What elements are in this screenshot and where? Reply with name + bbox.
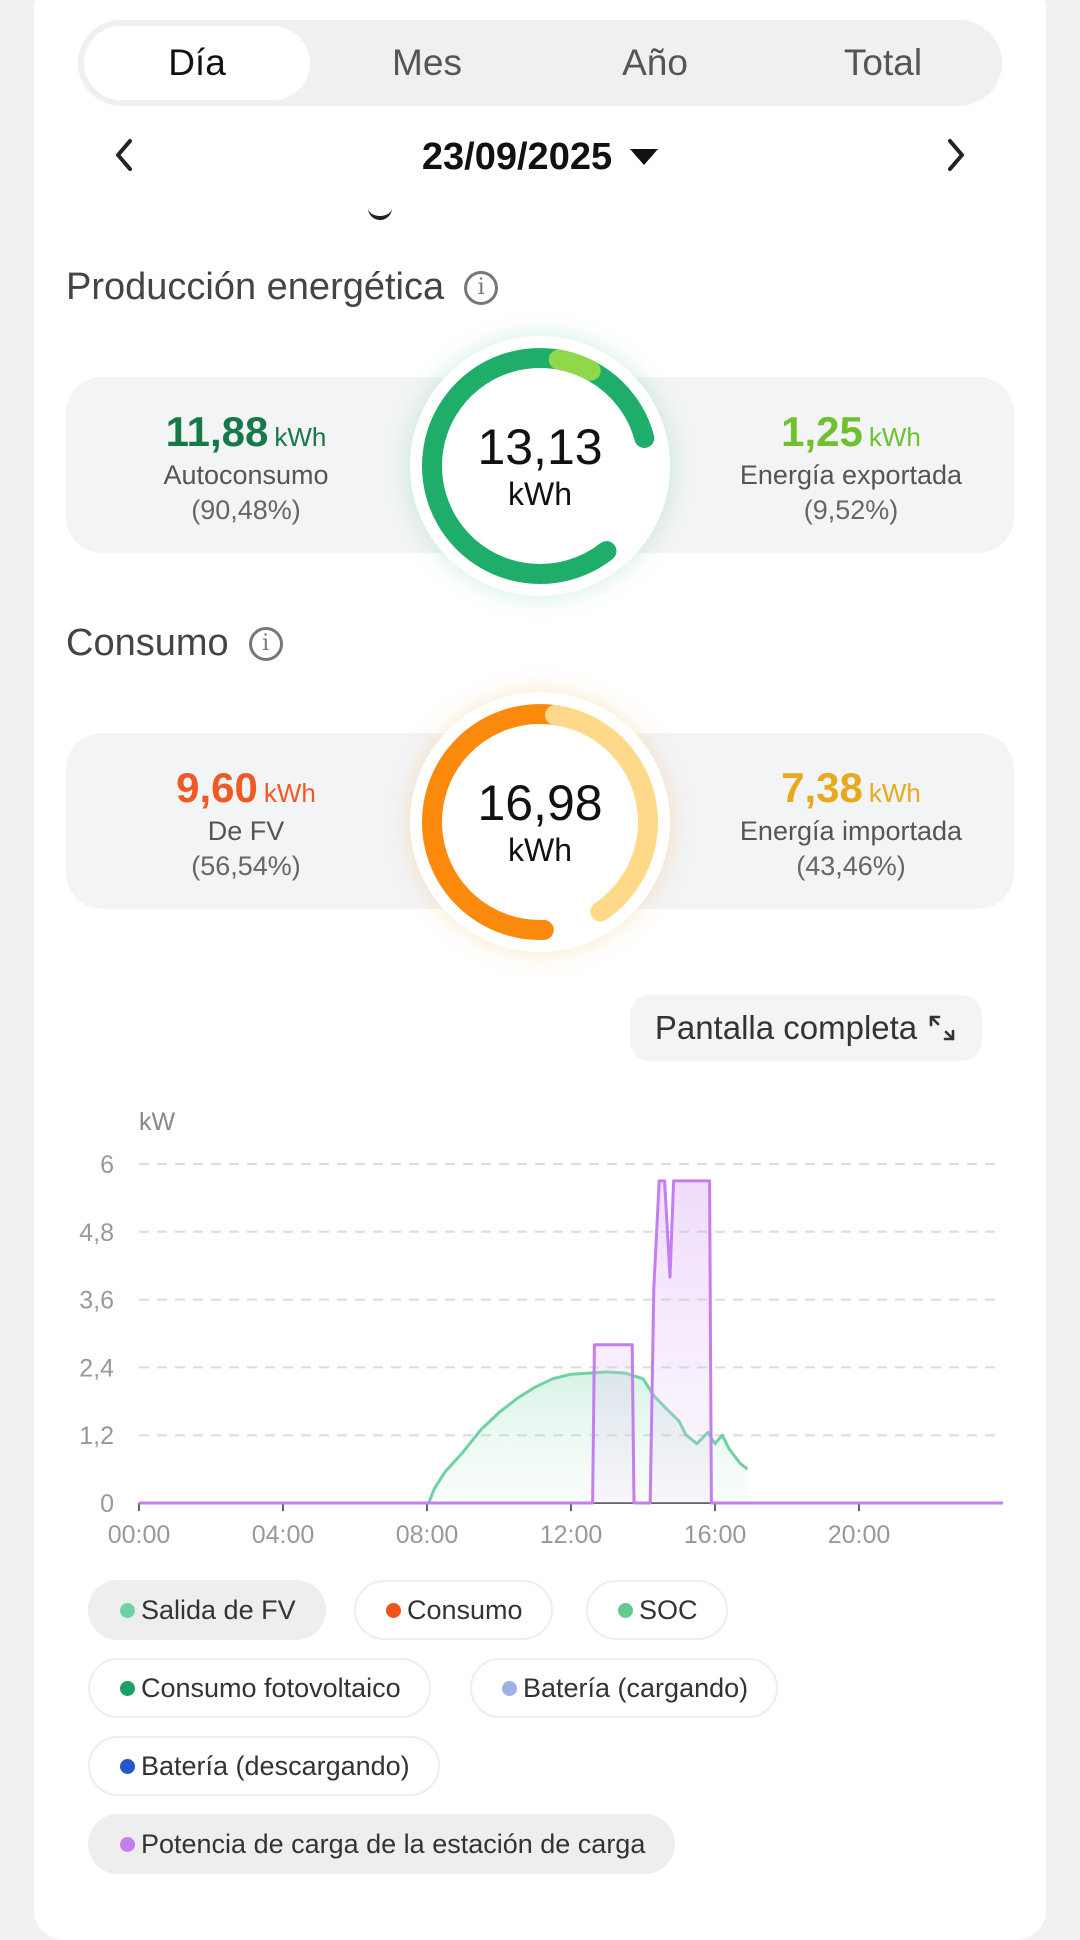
y-tick-label: 2,4 <box>79 1354 114 1382</box>
self-consumption-label: Autoconsumo <box>163 460 329 491</box>
fullscreen-label: Pantalla completa <box>654 1009 918 1046</box>
x-tick-label: 20:00 <box>828 1521 891 1549</box>
tab-month[interactable]: Mes <box>392 42 462 83</box>
battery-discharging-dot-icon <box>120 1758 135 1774</box>
x-tick-label: 12:00 <box>540 1521 603 1549</box>
legend-pv-consumption[interactable]: Consumo fotovoltaico <box>88 1658 431 1718</box>
imported-energy-value: 7,38 <box>781 764 863 811</box>
scrolled-text-fragment <box>368 206 392 220</box>
self-consumption-arc <box>422 348 658 584</box>
production-total: 13,13 kWh <box>410 336 670 596</box>
legend-soc[interactable]: SOC <box>586 1580 728 1640</box>
info-icon[interactable]: i <box>248 626 283 661</box>
pv-consumption-dot-icon <box>120 1680 135 1696</box>
consumption-total-unit: kWh <box>508 832 572 869</box>
legend-pv-output[interactable]: Salida de FV <box>88 1580 326 1640</box>
legend-charging-station-power[interactable]: Potencia de carga de la estación de carg… <box>88 1814 676 1874</box>
consumption-title: Consumo <box>66 622 229 664</box>
imported-energy-stat: 7,38 kWh Energía importada (43,46%) <box>671 763 1031 882</box>
next-date-button[interactable] <box>930 130 980 180</box>
legend-label: Batería (cargando) <box>523 1672 749 1703</box>
exported-energy-unit: kWh <box>868 422 921 452</box>
pv-consumption-label: De FV <box>207 816 285 847</box>
imported-energy-percent: (43,46%) <box>796 850 906 881</box>
exported-energy-value: 1,25 <box>781 408 863 455</box>
production-ring: 13,13 kWh <box>410 336 670 596</box>
pv-consumption-percent: (56,54%) <box>191 850 301 881</box>
power-chart[interactable]: kW 0 1,2 2,4 3,6 4,8 6 00:00 04:00 08:00 12:00 16:0… <box>0 1090 1080 1570</box>
pv-consumption-stat: 9,60 kWh De FV (56,54%) <box>66 763 426 882</box>
y-tick-label: 4,8 <box>79 1219 114 1247</box>
consumption-total: 16,98 kWh <box>410 692 670 952</box>
production-title: Producción energética <box>66 266 445 308</box>
consumption-dot-icon <box>386 1602 401 1618</box>
tab-year[interactable]: Año <box>622 42 688 83</box>
charging-station-power-line <box>139 1179 1003 1505</box>
legend-label: Batería (descargando) <box>141 1750 410 1781</box>
previous-date-button[interactable] <box>100 130 150 180</box>
legend-label: SOC <box>639 1594 698 1625</box>
imported-energy-unit: kWh <box>868 778 921 808</box>
soc-dot-icon <box>618 1602 633 1618</box>
exported-energy-percent: (9,52%) <box>803 494 899 525</box>
tab-day[interactable]: Día <box>84 26 310 100</box>
production-total-value: 13,13 <box>477 418 603 475</box>
y-axis-unit: kW <box>139 1108 176 1136</box>
legend-consumption[interactable]: Consumo <box>354 1580 553 1640</box>
self-consumption-percent: (90,48%) <box>191 494 301 525</box>
y-tick-label: 6 <box>100 1151 114 1179</box>
consumption-ring-chart <box>422 704 658 940</box>
consumption-total-value: 16,98 <box>477 774 603 831</box>
imported-energy-label: Energía importada <box>739 816 963 847</box>
legend-label: Consumo fotovoltaico <box>141 1672 401 1703</box>
exported-energy-label: Energía exportada <box>739 460 963 491</box>
info-icon[interactable]: i <box>464 270 499 305</box>
exported-energy-stat: 1,25 kWh Energía exportada (9,52%) <box>671 407 1031 526</box>
x-tick-label: 08:00 <box>396 1521 459 1549</box>
self-consumption-value: 11,88 <box>165 408 269 455</box>
legend-label: Consumo <box>407 1594 523 1625</box>
production-ring-chart <box>422 348 658 584</box>
production-title-row: Producción energética i <box>66 266 499 309</box>
selected-date: 23/09/2025 <box>421 135 613 178</box>
imported-energy-arc <box>422 704 658 940</box>
consumption-title-row: Consumo i <box>66 622 283 665</box>
production-total-unit: kWh <box>508 476 572 513</box>
pv-consumption-arc <box>422 704 658 940</box>
legend-battery-discharging[interactable]: Batería (descargando) <box>88 1736 440 1796</box>
self-consumption-stat: 11,88 kWh Autoconsumo (90,48%) <box>66 407 426 526</box>
chevron-right-icon <box>948 139 964 171</box>
caret-down-icon <box>630 149 659 165</box>
fullscreen-button[interactable]: Pantalla completa <box>630 995 982 1061</box>
legend-label: Salida de FV <box>141 1594 296 1625</box>
expand-icon <box>929 1015 955 1041</box>
y-tick-label: 0 <box>100 1490 114 1518</box>
x-tick-label: 16:00 <box>684 1521 747 1549</box>
exported-energy-arc <box>422 348 658 584</box>
battery-charging-dot-icon <box>502 1680 517 1696</box>
legend-label: Potencia de carga de la estación de carg… <box>141 1828 646 1859</box>
pv-output-dot-icon <box>120 1602 135 1618</box>
chevron-left-icon <box>116 139 132 171</box>
self-consumption-unit: kWh <box>274 422 327 452</box>
x-tick-label: 04:00 <box>252 1521 315 1549</box>
date-picker[interactable]: 23/09/2025 <box>340 130 740 184</box>
x-tick-label: 00:00 <box>108 1521 171 1549</box>
pv-consumption-value: 9,60 <box>176 764 258 811</box>
legend-battery-charging[interactable]: Batería (cargando) <box>470 1658 779 1718</box>
period-tabs: Día Mes Año Total <box>78 20 1002 106</box>
tab-total[interactable]: Total <box>843 42 923 83</box>
charging-station-dot-icon <box>120 1836 135 1852</box>
pv-consumption-unit: kWh <box>263 778 316 808</box>
y-tick-label: 3,6 <box>79 1287 114 1315</box>
consumption-ring: 16,98 kWh <box>410 692 670 952</box>
y-tick-label: 1,2 <box>79 1422 114 1450</box>
